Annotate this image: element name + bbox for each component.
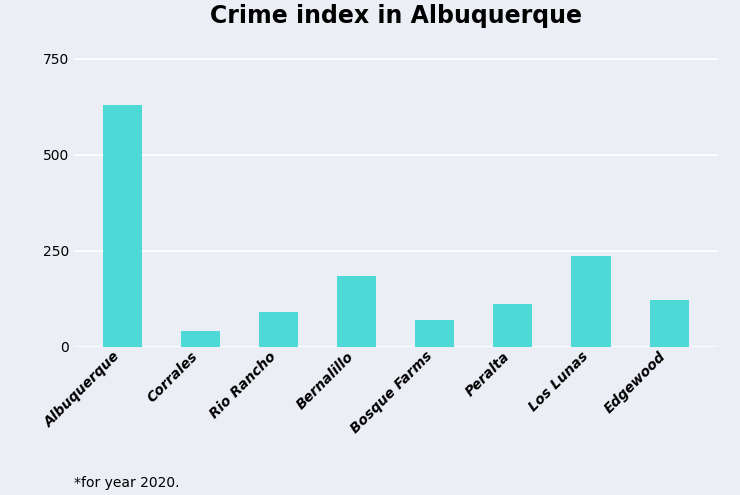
Bar bbox=[104, 105, 142, 346]
Bar bbox=[415, 320, 454, 346]
Text: *for year 2020.: *for year 2020. bbox=[74, 476, 180, 490]
Title: Crime index in Albuquerque: Crime index in Albuquerque bbox=[210, 4, 582, 28]
Bar bbox=[181, 331, 221, 346]
Bar bbox=[494, 304, 533, 346]
Bar bbox=[650, 300, 688, 346]
Bar bbox=[571, 256, 610, 346]
Bar bbox=[259, 312, 298, 346]
Bar bbox=[337, 276, 377, 346]
